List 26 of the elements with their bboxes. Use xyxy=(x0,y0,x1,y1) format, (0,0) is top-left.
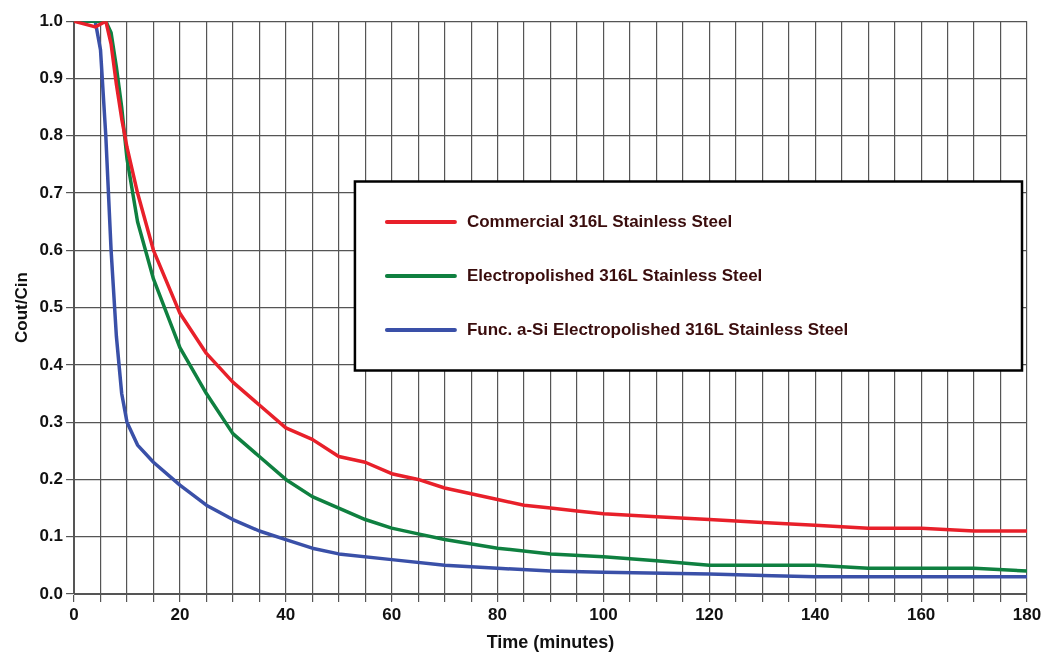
x-tick-label: 140 xyxy=(801,604,830,624)
y-tick-label: 0.9 xyxy=(39,68,64,88)
x-tick-label: 40 xyxy=(276,604,296,624)
x-tick-label: 60 xyxy=(382,604,402,624)
x-tick-label: 0 xyxy=(69,604,79,624)
y-tick-label: 0.0 xyxy=(39,583,64,603)
y-tick-label: 1.0 xyxy=(39,10,64,30)
y-axis-title: Cout/Cin xyxy=(11,272,31,344)
x-tick-label: 100 xyxy=(589,604,618,624)
x-tick-label: 80 xyxy=(488,604,508,624)
legend-label: Func. a-Si Electropolished 316L Stainless Steel xyxy=(466,319,849,339)
y-tick-label: 0.2 xyxy=(39,469,64,489)
legend-label: Electropolished 316L Stainless Steel xyxy=(466,265,763,285)
y-tick-label: 0.7 xyxy=(39,182,64,202)
x-axis-title: Time (minutes) xyxy=(486,632,615,653)
x-tick-label: 180 xyxy=(1012,604,1042,624)
x-tick-label: 120 xyxy=(695,604,724,624)
y-tick-label: 0.5 xyxy=(39,297,64,317)
y-tick-label: 0.8 xyxy=(39,125,64,145)
legend-label: Commercial 316L Stainless Steel xyxy=(466,211,733,231)
x-tick-label: 20 xyxy=(170,604,190,624)
y-tick-label: 0.3 xyxy=(39,411,64,431)
x-tick-label: 160 xyxy=(906,604,936,624)
y-tick-label: 0.1 xyxy=(39,526,64,546)
y-tick-label: 0.4 xyxy=(39,354,64,374)
y-tick-label: 0.6 xyxy=(39,240,64,260)
